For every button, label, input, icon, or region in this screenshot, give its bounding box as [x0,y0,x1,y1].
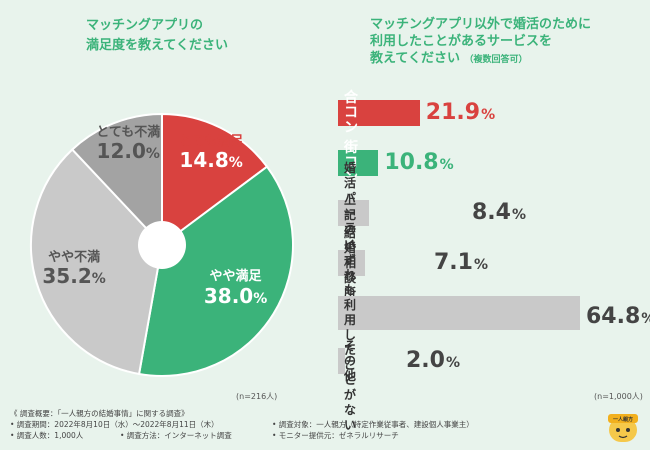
pie-slice-3 [30,148,164,376]
pie-slice-2 [137,165,294,377]
survey-count: • 調査人数：1,000人 [10,431,84,440]
survey-overview: 《 調査概要：「一人親方の結婚事情」に関する調査》 • 調査期間：2022年8月… [10,408,474,441]
bar-6 [338,348,346,374]
bar-value-6: 2.0% [406,348,461,373]
bar-value-1: 21.9% [425,100,496,125]
pie-label-1: とても満足 14.8% [161,134,261,173]
survey-target: • 調査対象：一人親方（特定作業従事者、建設個人事業主） [272,420,474,429]
pie-question: マッチングアプリの 満足度を教えてください [86,18,228,53]
bar-4 [338,250,365,276]
bar-5 [338,296,580,330]
bar-n-label: (n=1,000人) [594,392,643,401]
survey-period: • 調査期間：2022年8月10日（水）〜2022年8月11日（木） [10,420,219,429]
bar-label-1: 合コン [344,89,358,136]
survey-method: • 調査方法：インターネット調査 [120,431,232,440]
pie-label-3: やや不満 35.2% [24,250,124,289]
pie-label-2: やや満足 38.0% [186,270,286,307]
bar-value-3: 8.4% [472,200,527,225]
pie-label-value: 35.2% [42,264,106,289]
pie-label-value: 12.0% [96,139,160,164]
bar-label-5: 上記のいずれも 利用したことがない [344,193,357,432]
pie-slice-1 [161,112,269,247]
bar-question-line2: 利用したことがあるサービスを [370,34,553,49]
pie-label-name: とても満足 [179,134,244,150]
bar-2 [338,150,379,176]
pie-label-name: やや不満 [48,250,101,266]
bar-3 [338,200,370,226]
mascot-text: 一人親方 [613,416,633,423]
mascot-logo: 一人親方 [608,414,638,442]
pie-label-value: 14.8% [179,148,243,173]
survey-row-1: • 調査期間：2022年8月10日（水）〜2022年8月11日（木） • 調査対象… [10,419,474,430]
bar-question-line1: マッチングアプリ以外で婚活のために [370,17,592,32]
pie-label-4: とても不満 12.0% [78,124,178,164]
pie-label-value: 38.0% [203,283,268,308]
bar-question: マッチングアプリ以外で婚活のために 利用したことがあるサービスを 教えてください… [370,16,645,69]
bar-value-5: 64.8% [586,304,650,329]
multiple-answer-note: （複数回答可） [464,55,528,65]
survey-row-2: • 調査人数：1,000人 • 調査方法：インターネット調査 • モニター提供元：ゼ… [10,430,474,441]
pie-n-label: (n=216人) [236,392,278,401]
pie-label-name: やや満足 [209,269,262,285]
bar-question-line3: 教えてください （複数回答可） [370,51,528,66]
survey-title: 《 調査概要：「一人親方の結婚事情」に関する調査》 [10,409,189,418]
pie-center-hole [138,221,186,269]
bar-value-4: 7.1% [434,250,489,275]
bar-value-2: 10.8% [384,150,454,175]
pie-label-name: とても不満 [96,124,161,140]
bar-1 [338,100,420,126]
bar-label-6: その他 [344,338,357,383]
pie-slice-4 [70,112,163,248]
survey-provider: • モニター提供元：ゼネラルリサーチ [272,431,399,440]
